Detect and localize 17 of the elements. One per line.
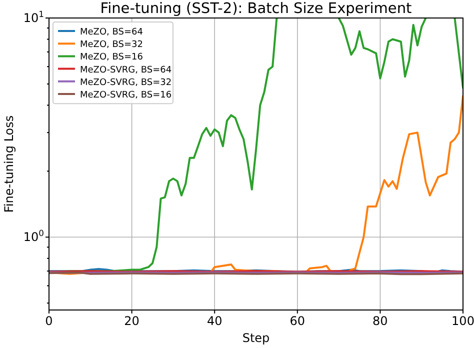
x-tick-label: 0 — [45, 314, 53, 328]
legend-label: MeZO-SVRG, BS=32 — [80, 78, 172, 88]
y-tick-label: 10$^{0}$ — [23, 228, 44, 244]
legend-label: MeZO, BS=16 — [80, 52, 144, 63]
chart-title: Fine-tuning (SST-2): Batch Size Experiment — [100, 1, 412, 17]
legend-label: MeZO, BS=32 — [80, 40, 143, 50]
x-tick-label: 60 — [290, 314, 306, 328]
x-axis-title: Step — [242, 331, 270, 345]
x-tick-label: 80 — [372, 314, 388, 328]
x-tick-label: 100 — [452, 314, 474, 328]
y-axis-title: Fine-tuning Loss — [2, 115, 16, 213]
x-tick-label: 20 — [124, 314, 140, 328]
legend-label: MeZO-SVRG, BS=16 — [80, 90, 172, 100]
y-tick-label: 10$^{1}$ — [23, 9, 44, 25]
x-tick-label: 40 — [206, 314, 222, 328]
legend-label: MeZO-SVRG, BS=64 — [80, 65, 172, 76]
legend-label: MeZO, BS=64 — [80, 28, 144, 38]
